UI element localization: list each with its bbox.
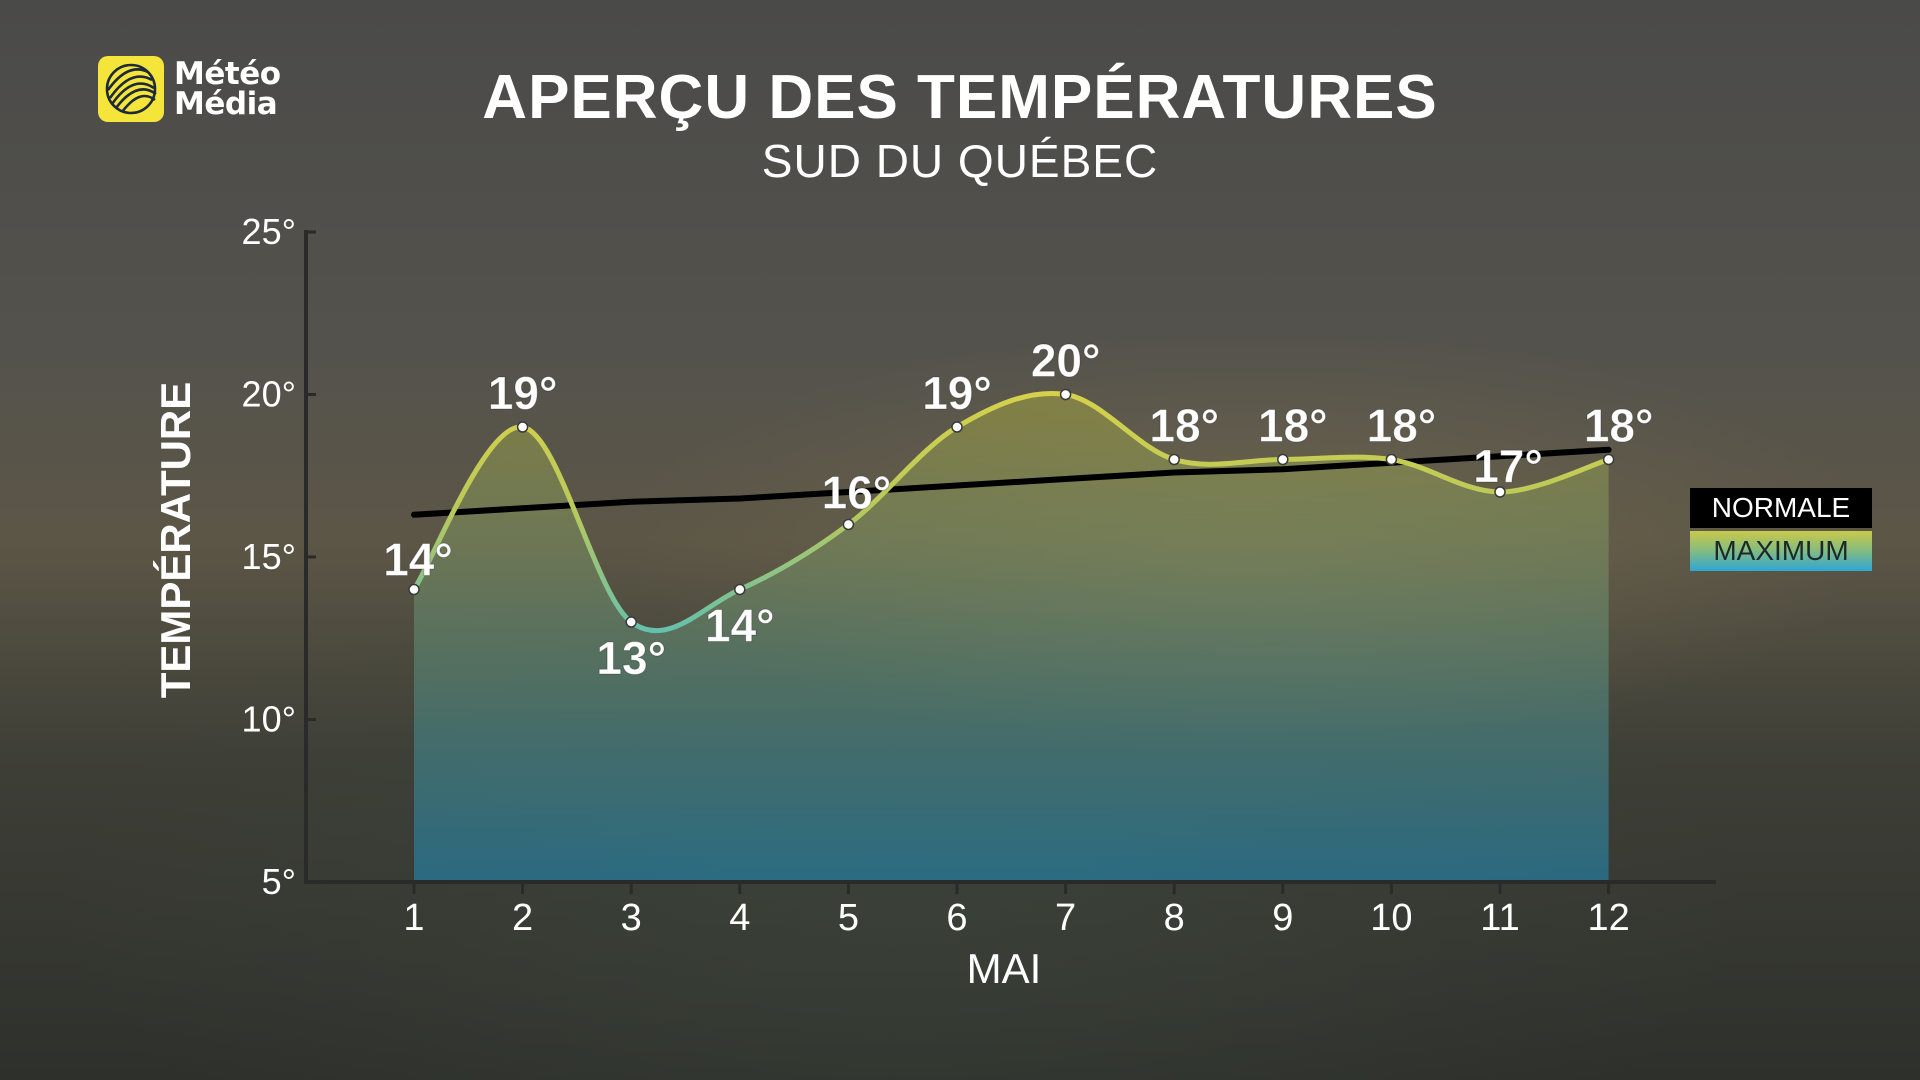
data-label: 16° — [822, 467, 892, 519]
data-label: 18° — [1367, 400, 1437, 452]
data-label: 18° — [1149, 400, 1219, 452]
data-point — [1602, 453, 1615, 466]
x-tick-label: 11 — [1480, 897, 1519, 939]
x-tick-label: 10 — [1370, 897, 1412, 939]
data-point — [1385, 453, 1398, 466]
data-point — [1168, 453, 1180, 466]
x-tick-label: 7 — [1055, 897, 1076, 939]
data-label: 20° — [1031, 335, 1101, 387]
data-label: 14° — [383, 534, 453, 586]
x-tick-label: 4 — [729, 897, 750, 939]
y-tick-label: 5° — [262, 861, 296, 902]
data-point — [1059, 388, 1072, 401]
x-tick-label: 2 — [512, 897, 533, 939]
data-label: 18° — [1584, 400, 1654, 452]
data-label: 17° — [1473, 440, 1543, 492]
data-label: 13° — [596, 632, 666, 684]
y-tick-label: 25° — [242, 211, 296, 252]
x-tick-label: 8 — [1164, 897, 1185, 939]
y-axis-label: TEMPÉRATURE — [152, 382, 199, 699]
y-tick-label: 10° — [242, 699, 296, 740]
data-label: 19° — [922, 367, 992, 419]
data-point — [951, 421, 963, 433]
brand-line-2: Média — [174, 86, 278, 122]
data-label: 14° — [705, 600, 775, 652]
chart-subtitle: SUD DU QUÉBEC — [761, 135, 1159, 187]
x-tick-label: 3 — [621, 897, 642, 939]
chart-title: APERÇU DES TEMPÉRATURES — [482, 63, 1438, 132]
legend-maximum: MAXIMUM — [1690, 531, 1872, 571]
data-label: 18° — [1258, 400, 1328, 452]
brand-line-1: Météo — [174, 56, 281, 92]
data-point — [408, 583, 420, 596]
brand-name: Météo Média — [174, 56, 281, 122]
globe-icon — [98, 56, 164, 122]
x-tick-label: 5 — [838, 897, 859, 939]
legend-normal: NORMALE — [1690, 488, 1872, 528]
x-axis-label: MAI — [967, 945, 1042, 992]
x-tick-label: 9 — [1272, 897, 1293, 939]
meteomedia-logo: Météo Média — [98, 56, 281, 122]
x-tick-label: 12 — [1587, 897, 1629, 939]
maximum-area — [414, 393, 1609, 882]
chart-legend: NORMALE MAXIMUM — [1690, 488, 1872, 574]
data-point — [842, 518, 855, 531]
data-point — [516, 421, 529, 433]
y-tick-label: 20° — [242, 374, 296, 415]
x-tick-label: 1 — [403, 897, 424, 939]
data-point — [1494, 486, 1506, 498]
x-tick-label: 6 — [946, 897, 967, 939]
y-tick-label: 15° — [242, 536, 296, 577]
data-point — [625, 616, 637, 628]
data-point — [734, 583, 746, 596]
data-label: 19° — [488, 367, 558, 419]
data-point — [1277, 453, 1289, 466]
